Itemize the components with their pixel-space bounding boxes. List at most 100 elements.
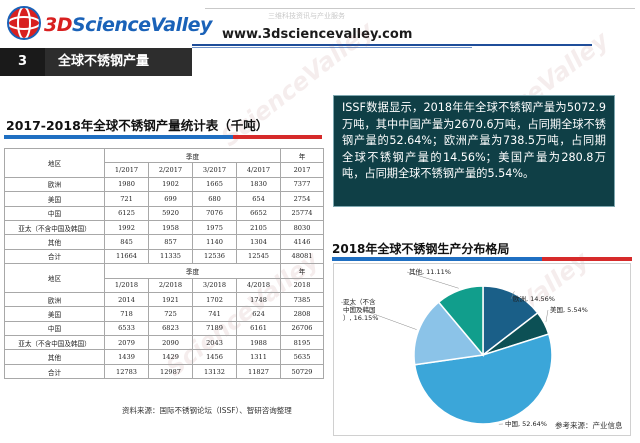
value-cell: 5635: [280, 349, 324, 365]
value-cell: 2043: [192, 335, 237, 351]
pie-slice-label: 欧洲, 14.56%: [513, 294, 555, 303]
value-cell: 1456: [192, 349, 237, 365]
value-cell: 624: [236, 306, 281, 322]
table-row: 其他 1439 1429 1456 1311 5635: [4, 349, 324, 365]
table-row: 亚太（不含中国及韩国） 2079 2090 2043 1988 8195: [4, 335, 324, 351]
value-cell: 1702: [192, 291, 237, 308]
pie-slice-label: 美国, 5.54%: [550, 305, 588, 314]
section-number: 3: [0, 48, 45, 76]
pie-leader-line: [406, 271, 459, 289]
year-header: 年: [280, 147, 324, 164]
value-cell: 2105: [236, 219, 281, 236]
value-cell: 7385: [280, 291, 324, 308]
value-cell: 2090: [148, 335, 193, 351]
value-cell: 725: [148, 306, 193, 322]
value-cell: 1140: [192, 234, 237, 250]
value-cell: 1980: [104, 176, 149, 193]
value-cell: 1830: [236, 176, 281, 193]
period-cell: 3/2017: [192, 162, 237, 178]
value-cell: 1439: [104, 349, 149, 365]
value-cell: 1902: [148, 176, 193, 193]
value-cell: 12783: [104, 363, 149, 380]
value-cell: 741: [192, 306, 237, 322]
region-cell: 中国: [4, 205, 105, 221]
region-cell: 合计: [4, 363, 105, 380]
value-cell: 6823: [148, 320, 193, 337]
value-cell: 6533: [104, 320, 149, 337]
region-header: 地区: [4, 263, 105, 293]
period-cell: 3/2018: [192, 277, 237, 293]
quarter-header: 季度: [104, 263, 281, 279]
top-divider: [205, 8, 635, 9]
pie-source: 参考来源：产业信息: [555, 421, 623, 430]
value-cell: 4146: [280, 234, 324, 250]
region-cell: 亚太（不含中国及韩国）: [4, 219, 105, 236]
table-row: 合计 12783 12987 13132 11827 50729: [4, 363, 324, 380]
value-cell: 1992: [104, 219, 149, 236]
period-cell: 2017: [280, 162, 324, 178]
value-cell: 6125: [104, 205, 149, 221]
value-cell: 1958: [148, 219, 193, 236]
period-cell: 4/2018: [236, 277, 281, 293]
region-header: 地区: [4, 148, 105, 178]
table-row: 合计 11664 11335 12536 12545 48081: [4, 248, 324, 265]
value-cell: 1921: [148, 291, 193, 308]
pie-slice: [413, 333, 553, 425]
region-cell: 中国: [4, 320, 105, 337]
value-cell: 6161: [236, 320, 281, 337]
header-tagline: 三维科技资讯与产业服务: [268, 12, 345, 20]
value-cell: 1429: [148, 349, 193, 365]
value-cell: 50729: [280, 363, 324, 380]
value-cell: 654: [236, 191, 281, 207]
table-row: 美国 718 725 741 624 2808: [4, 306, 324, 322]
pie-title-rule: [332, 257, 632, 261]
period-cell: 2018: [280, 277, 324, 293]
table-title: 2017-2018年全球不锈钢产量统计表（千吨）: [6, 118, 269, 133]
table-body-2018: 欧洲 2014 1921 1702 1748 7385 美国 718 725 741 624 2808…: [4, 291, 324, 380]
table-header-row: 地区 季度 年: [4, 147, 324, 178]
value-cell: 2754: [280, 191, 324, 207]
value-cell: 26706: [280, 320, 324, 337]
period-cell: 2/2018: [148, 277, 193, 293]
pie-slice-label: 中国, 52.64%: [505, 419, 547, 428]
quarter-header: 季度: [104, 147, 281, 164]
pie-leader-line: [510, 291, 515, 300]
pie-leader-line: [340, 301, 417, 330]
region-cell: 欧洲: [4, 291, 105, 308]
region-cell: 其他: [4, 349, 105, 365]
region-cell: 亚太（不含中国及韩国）: [4, 335, 105, 351]
value-cell: 7377: [280, 176, 324, 193]
value-cell: 1304: [236, 234, 281, 250]
region-cell: 美国: [4, 191, 105, 207]
pie-leader-line: [545, 309, 549, 323]
region-cell: 合计: [4, 248, 105, 265]
header-rule: [192, 44, 592, 46]
value-cell: 11664: [104, 248, 149, 265]
year-header: 年: [280, 263, 324, 279]
period-cell: 4/2017: [236, 162, 281, 178]
table-row: 欧洲 2014 1921 1702 1748 7385: [4, 291, 324, 308]
region-cell: 美国: [4, 306, 105, 322]
website-url[interactable]: www.3dsciencevalley.com: [222, 27, 413, 42]
table-source: 资料来源：国际不锈钢论坛（ISSF）、智研咨询整理: [122, 406, 292, 415]
region-cell: 其他: [4, 234, 105, 250]
table-row: 其他 845 857 1140 1304 4146: [4, 234, 324, 250]
period-cell: 1/2018: [104, 277, 149, 293]
value-cell: 718: [104, 306, 149, 322]
region-cell: 欧洲: [4, 176, 105, 193]
pie-slice: [437, 285, 484, 358]
value-cell: 12545: [236, 248, 281, 265]
value-cell: 6652: [236, 205, 281, 221]
stainless-steel-table: 地区 季度 年 1/2017 2/2017 3/2017 4/2017 2017…: [4, 147, 324, 380]
value-cell: 8195: [280, 335, 324, 351]
table-period-row: 1/2017 2/2017 3/2017 4/2017 2017: [5, 162, 324, 178]
logo-text: 3DScienceValley: [44, 14, 212, 36]
value-cell: 721: [104, 191, 149, 207]
header-rule-thin: [192, 47, 472, 48]
table-header-row: 地区 季度 年: [4, 263, 324, 293]
pie-slice-label: 其他, 11.11%: [409, 267, 451, 276]
value-cell: 2014: [104, 291, 149, 308]
table-row: 美国 721 699 680 654 2754: [4, 191, 324, 207]
value-cell: 8030: [280, 219, 324, 236]
table-row: 欧洲 1980 1902 1665 1830 7377: [4, 176, 324, 193]
